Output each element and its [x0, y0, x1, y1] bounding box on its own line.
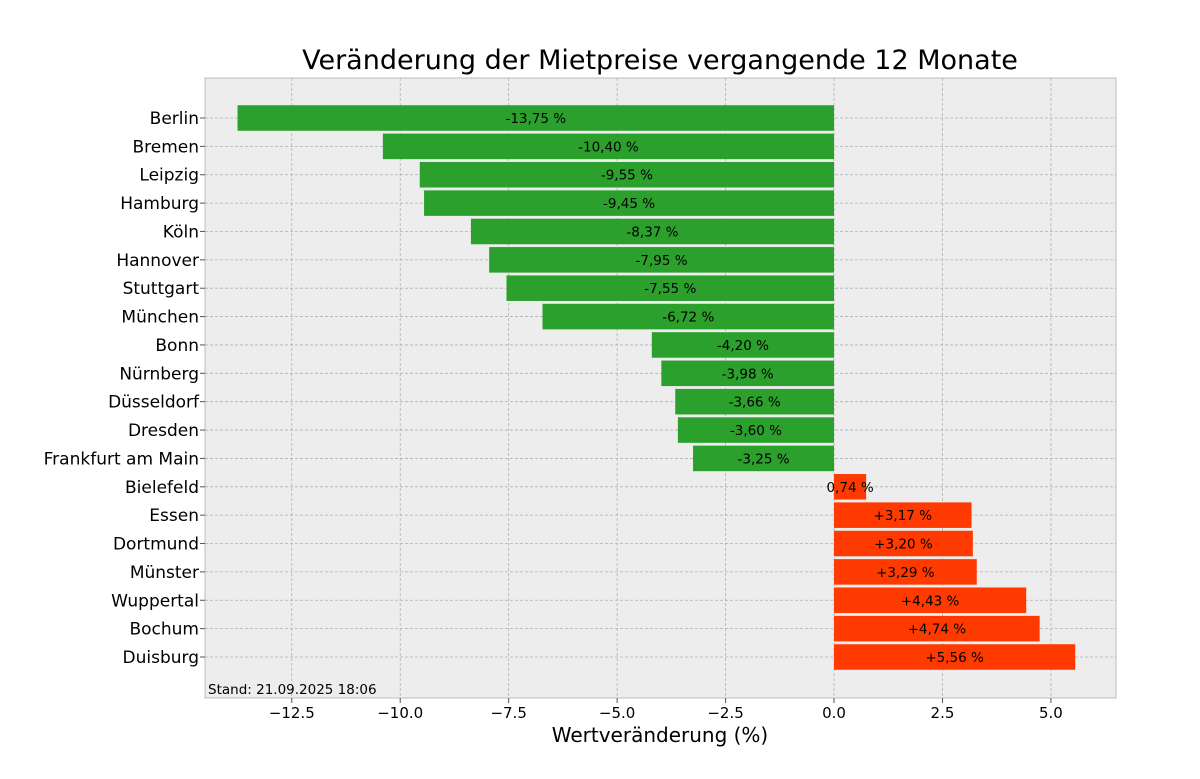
bar [651, 332, 835, 358]
bar-value-label: -4,20 % [717, 338, 769, 354]
bar [834, 474, 867, 500]
bar-value-label: -10,40 % [578, 139, 639, 155]
chart-title: Veränderung der Mietpreise vergangende 1… [302, 45, 1018, 76]
bar [382, 133, 835, 160]
bar [470, 218, 835, 245]
bar-value-label: -7,95 % [636, 253, 688, 269]
x-axis-ticks: −12.5 −10.0 −7.5 −5.0 −2.5 0.0 2.5 5.0 [269, 698, 1063, 722]
x-tick-label: −2.5 [707, 704, 743, 722]
bar-value-label: -9,55 % [601, 168, 653, 184]
bar [489, 247, 835, 273]
x-tick-label: −10.0 [377, 704, 423, 722]
bar [424, 190, 835, 216]
bar [693, 445, 835, 472]
bar-value-labels: -13,75 % -10,40 % -9,55 % -9,45 % -8,37 % -7,… [505, 111, 984, 666]
x-tick-label: −12.5 [269, 704, 315, 722]
y-category-label: Düsseldorf [108, 393, 200, 413]
bar-value-label: -9,45 % [603, 196, 655, 212]
y-category-label: Bochum [129, 620, 199, 640]
bar-value-label: -3,60 % [730, 423, 782, 439]
bar [661, 360, 835, 387]
y-category-label: Essen [149, 506, 199, 526]
bar [834, 644, 1076, 670]
x-tick-label: 2.5 [931, 704, 955, 722]
bar-value-label: +4,43 % [901, 593, 960, 609]
bar [506, 275, 835, 301]
y-category-label: Hamburg [120, 194, 199, 214]
bar-value-label: -7,55 % [644, 281, 696, 297]
bar [834, 559, 977, 585]
y-category-label: Hannover [116, 251, 199, 271]
y-category-label: Bonn [155, 336, 199, 356]
x-tick-label: 5.0 [1039, 704, 1063, 722]
y-axis-category-labels: Berlin Bremen Leipzig Hamburg Köln Hannover St… [44, 109, 205, 668]
y-category-label: Wuppertal [111, 591, 199, 611]
bar-value-label: -3,66 % [729, 395, 781, 411]
bar-value-label: -6,72 % [662, 310, 714, 326]
x-axis-label: Wertveränderung (%) [552, 723, 769, 747]
y-category-label: Dortmund [113, 535, 199, 555]
bar [677, 417, 835, 443]
x-tick-label: −7.5 [490, 704, 526, 722]
y-category-label: Frankfurt am Main [44, 449, 199, 469]
y-category-label: Köln [163, 222, 199, 242]
bar-value-label: -3,98 % [722, 366, 774, 382]
y-category-label: Stuttgart [123, 279, 200, 299]
y-category-label: Nürnberg [119, 364, 199, 384]
x-tick-label: 0.0 [822, 704, 846, 722]
bar-value-label: +4,74 % [908, 622, 967, 638]
bar-value-label: -13,75 % [505, 111, 566, 127]
y-category-label: Duisburg [123, 648, 200, 668]
bar [237, 105, 835, 131]
bar [542, 303, 835, 330]
bar [834, 530, 973, 557]
bar-value-label: -3,25 % [737, 451, 789, 467]
bar-value-label: +3,17 % [874, 508, 933, 524]
bar-value-label: 0,74 % [826, 480, 873, 496]
bar [834, 502, 972, 528]
timestamp-annotation: Stand: 21.09.2025 18:06 [208, 682, 377, 698]
bars [237, 105, 1076, 670]
bar [675, 388, 835, 415]
bar-value-label: -8,37 % [626, 224, 678, 240]
bar-value-label: +5,56 % [925, 650, 984, 666]
y-category-label: Berlin [150, 109, 199, 129]
y-category-label: Dresden [128, 421, 199, 441]
bar-value-label: +3,20 % [874, 537, 933, 553]
y-category-label: Bremen [132, 137, 199, 157]
bar-value-label: +3,29 % [876, 565, 935, 581]
bar [834, 615, 1040, 642]
bar [834, 587, 1027, 614]
y-category-label: München [121, 308, 199, 328]
y-category-label: Leipzig [139, 166, 199, 186]
y-category-label: Bielefeld [125, 478, 199, 498]
x-tick-label: −5.0 [599, 704, 635, 722]
bar [419, 161, 835, 188]
y-category-label: Münster [130, 563, 199, 583]
